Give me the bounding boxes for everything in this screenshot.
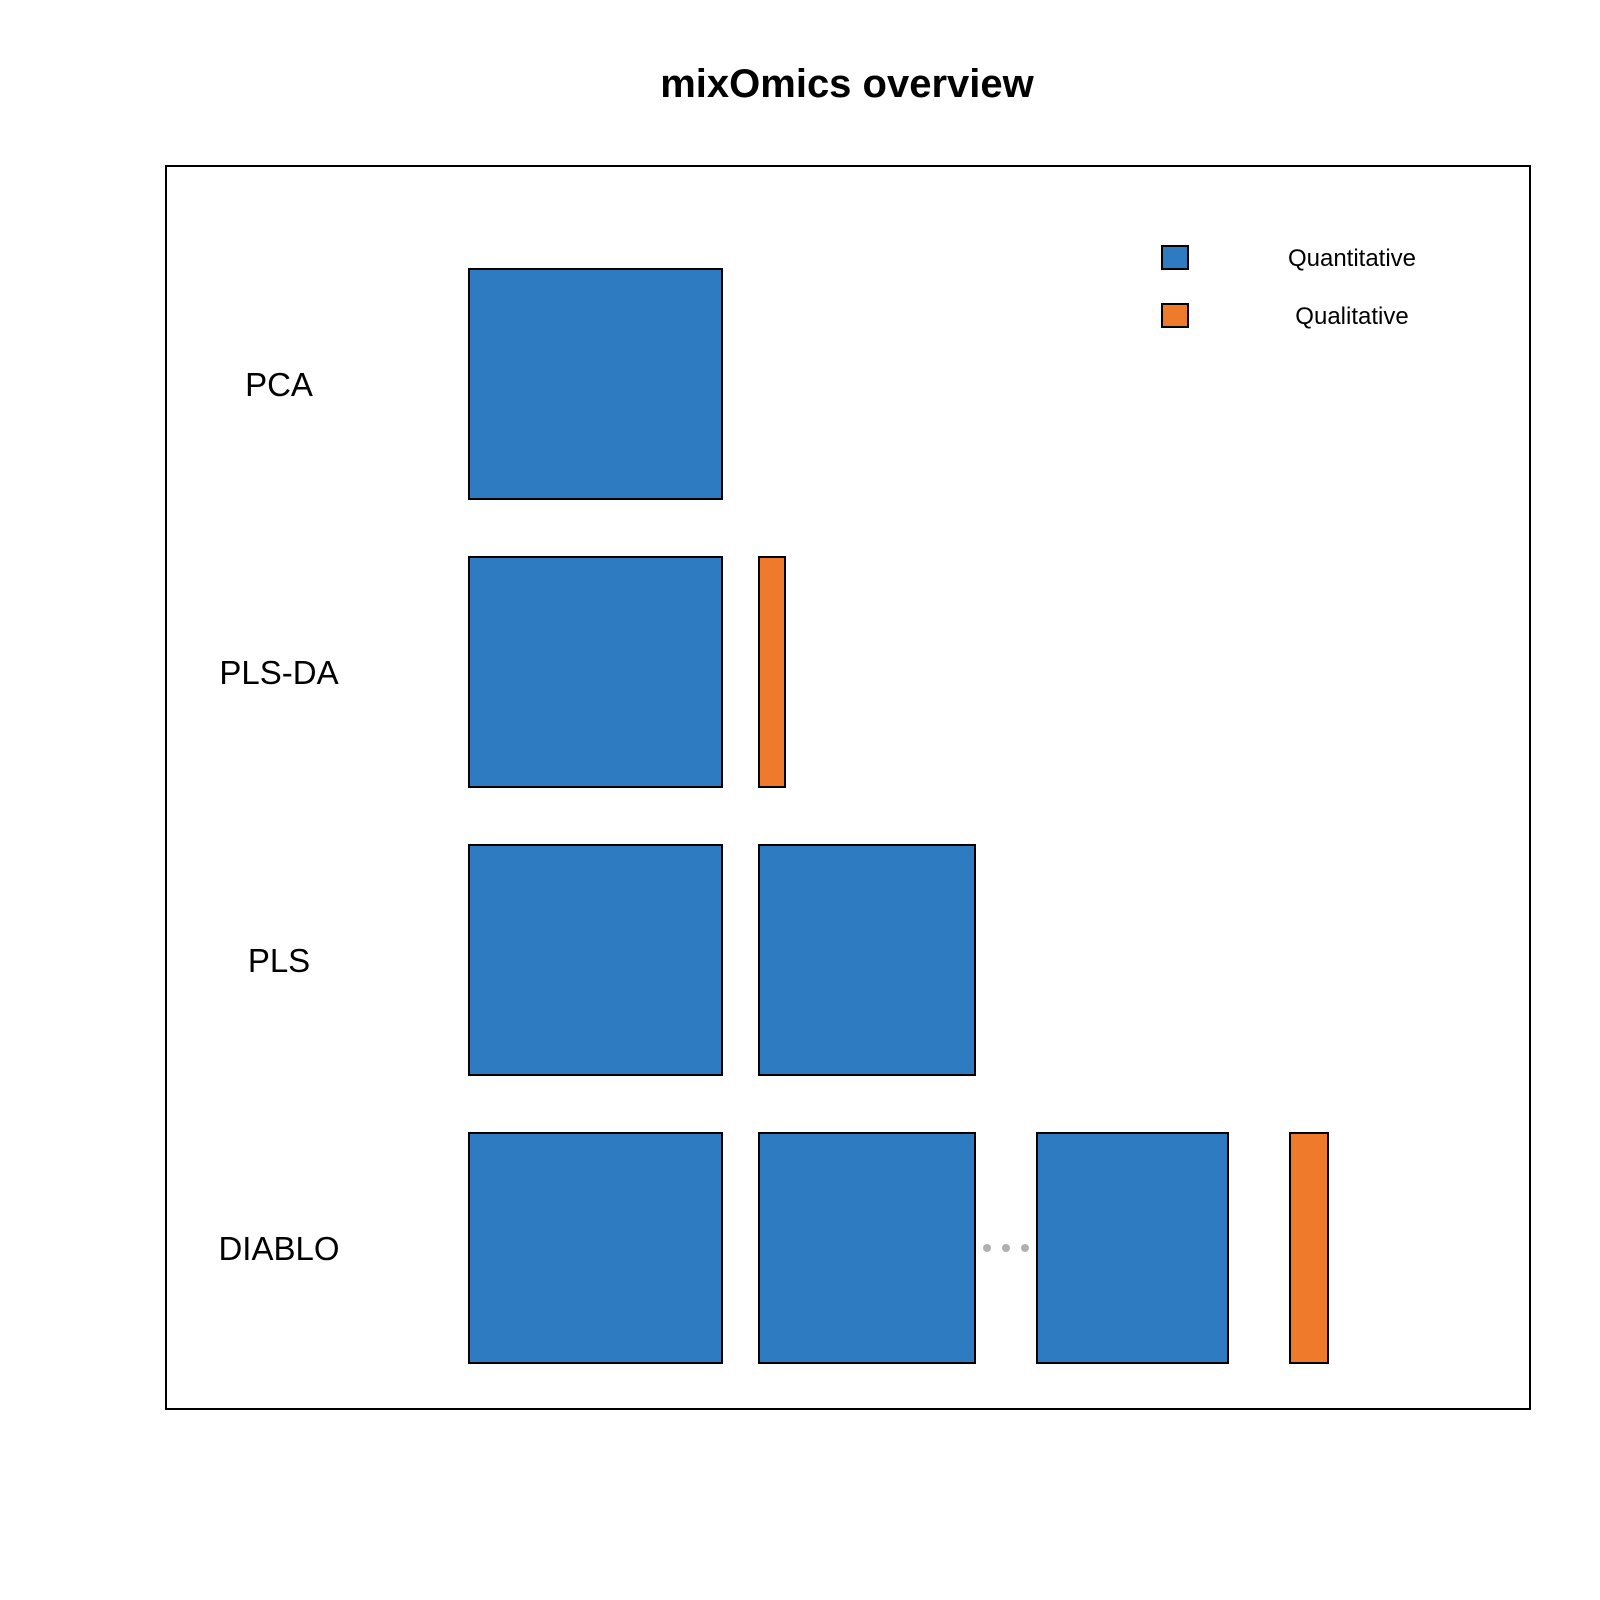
diablo-quantitative-block-2	[758, 1132, 976, 1364]
ellipsis-dot	[1021, 1244, 1029, 1252]
pls-da-quantitative-block	[468, 556, 723, 788]
diablo-quantitative-block-n	[1036, 1132, 1229, 1364]
ellipsis-dot	[1002, 1244, 1010, 1252]
row-label-pls: PLS	[248, 942, 310, 979]
diablo-ellipsis-dots	[983, 1244, 1029, 1252]
row-label-diablo: DIABLO	[218, 1230, 339, 1267]
diablo-qualitative-block	[1289, 1132, 1329, 1364]
pca-quantitative-block	[468, 268, 723, 500]
plot-frame	[165, 165, 1531, 1410]
pls-da-qualitative-block	[758, 556, 786, 788]
legend-quantitative-label: Quantitative	[1288, 245, 1416, 272]
legend-quantitative-swatch	[1161, 245, 1189, 270]
pls-quantitative-block-y	[758, 844, 976, 1076]
row-pca	[468, 268, 723, 500]
row-diablo	[468, 1132, 1329, 1364]
legend-qualitative-swatch	[1161, 303, 1189, 328]
diagram-title: mixOmics overview	[660, 62, 1034, 106]
row-label-pls-da: PLS-DA	[219, 654, 338, 691]
row-label-pca: PCA	[245, 366, 313, 403]
pls-quantitative-block-x	[468, 844, 723, 1076]
row-pls	[468, 844, 976, 1076]
diablo-quantitative-block-1	[468, 1132, 723, 1364]
ellipsis-dot	[983, 1244, 991, 1252]
row-pls-da	[468, 556, 786, 788]
legend: Quantitative Qualitative	[1161, 245, 1416, 330]
legend-qualitative-label: Qualitative	[1295, 303, 1408, 330]
